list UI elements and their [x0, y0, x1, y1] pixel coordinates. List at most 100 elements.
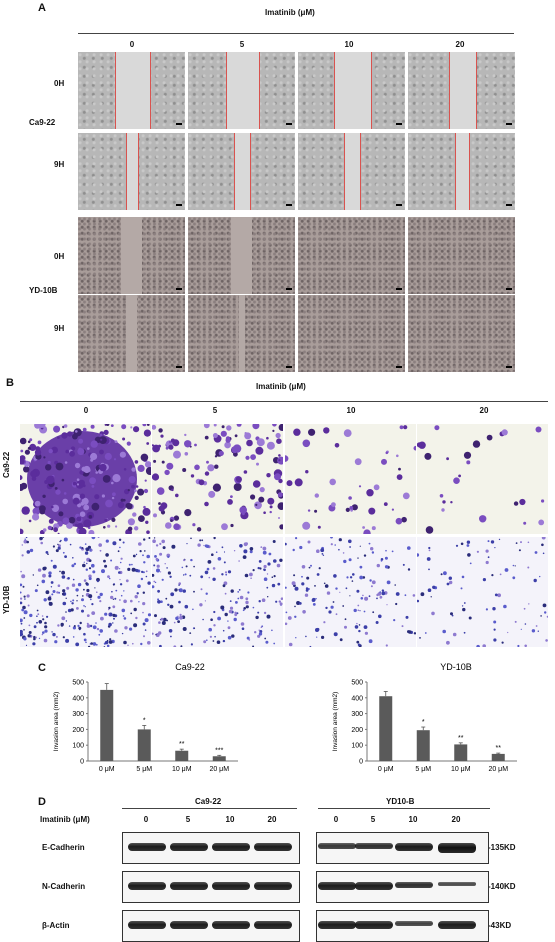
blot-conc-label: 20	[451, 815, 461, 824]
wound-image-ca9-22-0h-10	[298, 52, 405, 129]
wound-image-yd-10b-0h-10	[298, 217, 405, 294]
wound-gap	[234, 133, 251, 210]
wound-image-ca9-22-9h-5	[188, 133, 295, 210]
scale-bar	[286, 288, 292, 290]
wound-image-yd-10b-9h-20	[408, 295, 515, 372]
panel-d-group-yd10b: YD10-B	[386, 797, 415, 806]
category-label: 10 μM	[451, 766, 471, 773]
wound-image-yd-10b-9h-0	[78, 295, 185, 372]
invasion-image-yd-10b-5	[152, 537, 283, 647]
wound-gap	[455, 133, 470, 210]
blot-conc-label: 0	[143, 815, 149, 824]
panel-c-letter: C	[38, 662, 46, 674]
blot-row-label: β-Actin	[42, 921, 70, 930]
y-axis-label: Invasion area (mm2)	[332, 692, 339, 752]
significance-label: *	[422, 719, 425, 726]
wound-image-ca9-22-9h-0	[78, 133, 185, 210]
y-tick-label: 400	[72, 695, 84, 702]
wound-gap	[226, 52, 260, 129]
category-label: 0 μM	[99, 766, 115, 773]
blot-band	[395, 921, 433, 926]
blot-band	[355, 843, 393, 849]
wound-image-yd-10b-0h-0	[78, 217, 185, 294]
category-label: 0 μM	[378, 766, 394, 773]
panel-a-conc-0: 0	[129, 40, 135, 49]
blot-band	[395, 843, 433, 851]
panel-b-conc-5: 5	[212, 406, 218, 415]
blot-conc-label: 10	[408, 815, 418, 824]
blot-conc-label: 20	[267, 815, 277, 824]
category-label: 20 μM	[488, 766, 508, 773]
y-tick-label: 0	[359, 759, 363, 766]
wound-gap	[449, 52, 477, 129]
scale-bar	[176, 288, 182, 290]
blot-band	[170, 882, 208, 890]
blot-row-label: N-Cadherin	[42, 882, 86, 891]
category-label: 20 μM	[209, 766, 229, 773]
blot-band	[128, 921, 166, 929]
invasion-image-ca9-22-20	[417, 424, 548, 534]
blot-band	[318, 882, 356, 890]
blot-conc-label: 10	[225, 815, 235, 824]
scale-bar	[396, 204, 402, 206]
blot-band	[438, 882, 476, 886]
bar	[175, 750, 189, 761]
blot-band	[254, 843, 292, 851]
invasion-image-yd-10b-10	[285, 537, 416, 647]
bar	[100, 689, 114, 761]
bar	[212, 756, 226, 761]
bar	[137, 729, 151, 761]
y-tick-label: 400	[351, 695, 363, 702]
bar	[416, 730, 430, 761]
wound-image-yd-10b-0h-5	[188, 217, 295, 294]
wound-gap	[344, 133, 361, 210]
blot-band	[318, 921, 356, 929]
scale-bar	[506, 288, 512, 290]
y-tick-label: 100	[72, 743, 84, 750]
category-label: 5 μM	[136, 766, 152, 773]
panel-d-letter: D	[38, 796, 46, 808]
chart-title: YD-10B	[440, 662, 472, 672]
panel-a-time-0h-yd: 0H	[54, 252, 65, 261]
blot-band	[212, 843, 250, 851]
blot-strip	[122, 832, 300, 864]
blot-size-label: -43KD	[488, 921, 512, 930]
blot-size-label: -140KD	[488, 882, 516, 891]
blot-band	[128, 882, 166, 890]
significance-label: ***	[215, 747, 223, 754]
bar	[454, 744, 468, 761]
blot-band	[212, 882, 250, 890]
panel-a-rule	[78, 33, 514, 34]
panel-b-letter: B	[6, 377, 14, 389]
scale-bar	[396, 123, 402, 125]
y-tick-label: 200	[351, 727, 363, 734]
scale-bar	[286, 204, 292, 206]
blot-strip	[122, 910, 300, 942]
invasion-image-ca9-22-0	[20, 424, 151, 534]
blot-strip	[122, 871, 300, 903]
scale-bar	[506, 366, 512, 368]
wound-image-ca9-22-9h-20	[408, 133, 515, 210]
wound-image-yd-10b-9h-10	[298, 295, 405, 372]
y-tick-label: 300	[351, 711, 363, 718]
panel-a-line-ca922: Ca9-22	[29, 118, 56, 127]
panel-b-title: Imatinib (μM)	[256, 382, 306, 391]
panel-b-conc-10: 10	[346, 406, 356, 415]
invasion-bar-charts: Ca9-22 0 100 200 300 400 500 Invasion area (mm2…	[53, 662, 517, 773]
blot-band	[254, 882, 292, 890]
wound-gap	[334, 52, 372, 129]
scale-bar	[176, 204, 182, 206]
y-tick-label: 200	[72, 727, 84, 734]
panel-a-time-0h-ca: 0H	[54, 79, 65, 88]
blot-band	[128, 843, 166, 851]
panel-d-group-ca922: Ca9-22	[195, 797, 222, 806]
wound-gap	[231, 217, 252, 294]
blot-row-label: E-Cadherin	[42, 843, 85, 852]
panel-a-time-9h-yd: 9H	[54, 324, 65, 333]
invasion-image-yd-10b-0	[20, 537, 151, 647]
significance-label: **	[179, 741, 185, 748]
bar	[491, 753, 505, 761]
blot-band	[318, 843, 356, 849]
blot-strip	[316, 832, 489, 864]
blot-band	[254, 921, 292, 929]
